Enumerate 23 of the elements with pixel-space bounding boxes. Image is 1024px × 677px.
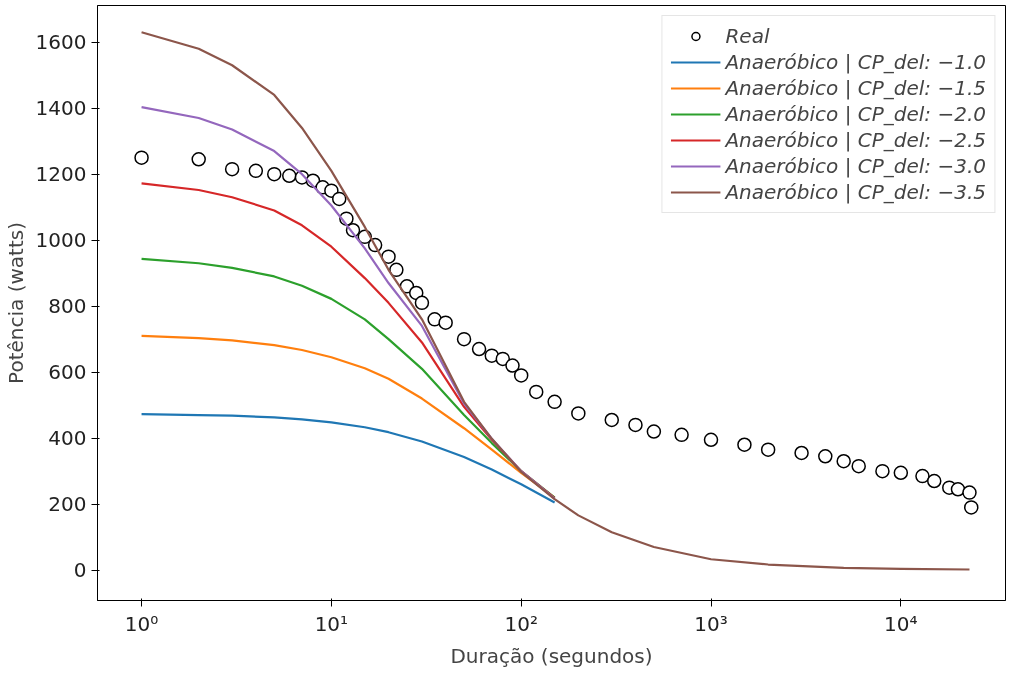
legend-label: Anaeróbico | CP_del: −3.5	[725, 180, 986, 204]
legend-label: Anaeróbico | CP_del: −1.5	[725, 76, 986, 100]
y-tick-label: 600	[48, 360, 87, 385]
y-tick-label: 200	[48, 492, 87, 517]
x-axis-title: Duração (segundos)	[450, 643, 653, 668]
legend-label: Anaeróbico | CP_del: −3.0	[725, 154, 986, 178]
y-axis-title: Potência (watts)	[3, 222, 28, 384]
legend-label: Anaeróbico | CP_del: −1.0	[725, 50, 986, 74]
y-tick-label: 400	[48, 426, 87, 451]
x-tick-label: 10²	[504, 611, 538, 636]
x-tick-label: 10³	[694, 611, 728, 636]
x-tick-label: 10⁰	[124, 611, 159, 636]
x-tick-label: 10⁴	[884, 611, 918, 636]
y-tick-label: 1000	[35, 228, 87, 253]
legend-label: Anaeróbico | CP_del: −2.5	[725, 128, 986, 152]
y-tick-label: 1200	[35, 162, 87, 187]
legend-label: Anaeróbico | CP_del: −2.0	[725, 102, 986, 126]
x-tick-label: 10¹	[314, 611, 349, 636]
y-tick-label: 800	[48, 294, 87, 319]
legend-label: Real	[725, 24, 770, 48]
y-tick-label: 1600	[35, 30, 87, 55]
y-tick-label: 1400	[35, 96, 87, 121]
y-tick-label: 0	[73, 558, 87, 583]
